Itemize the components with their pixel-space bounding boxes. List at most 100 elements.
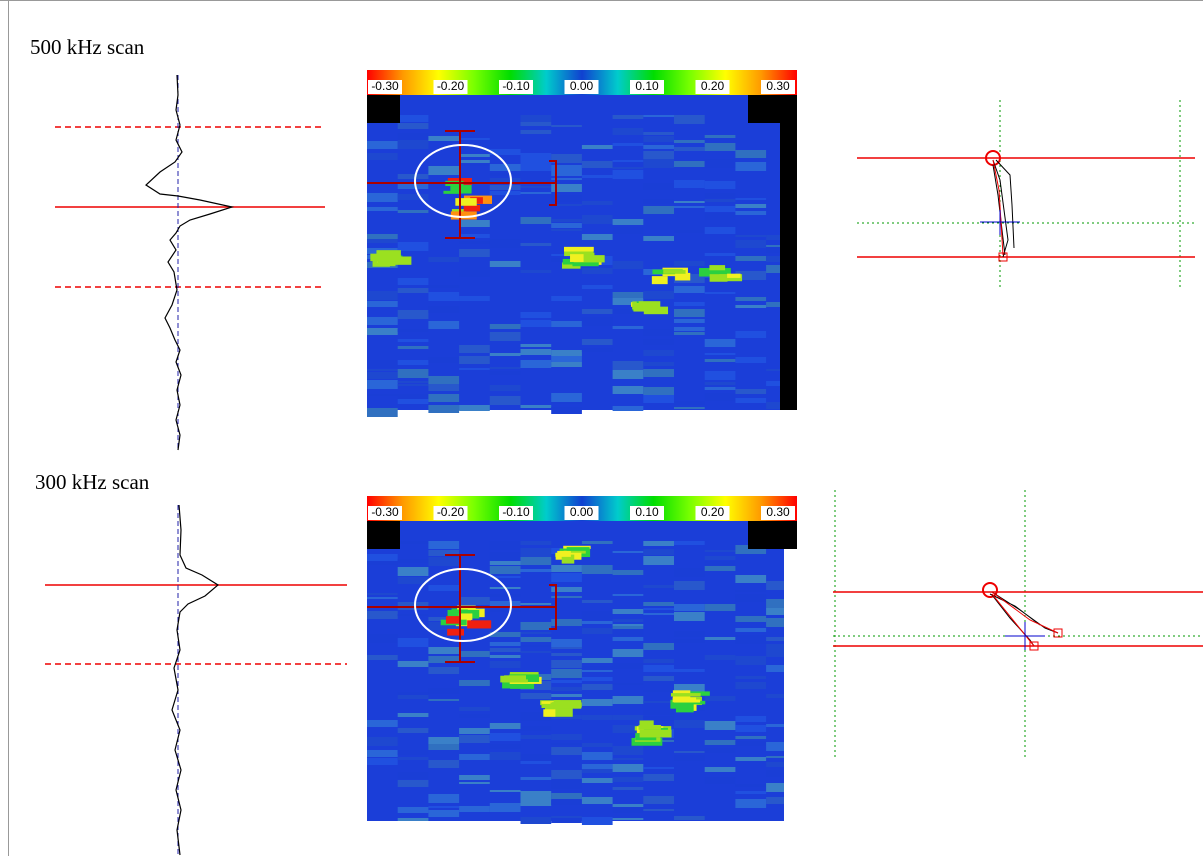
heatmap-cell: [459, 270, 490, 277]
heatmap-cell: [570, 254, 584, 262]
heatmap-cell: [674, 755, 705, 761]
heatmap-cell: [705, 143, 736, 151]
colorbar-label: -0.10: [502, 79, 530, 93]
heatmap-cell: [367, 234, 398, 239]
heatmap-cell: [582, 339, 613, 345]
heatmap-cell: [705, 253, 736, 256]
heatmap-cell: [521, 186, 552, 188]
heatmap-cell: [398, 184, 429, 189]
heatmap-cell: [643, 796, 674, 804]
heatmap-cell: [643, 690, 674, 692]
heatmap-cell: [459, 775, 490, 780]
heatmap-cell: [705, 206, 736, 212]
heatmap-cell: [582, 175, 613, 178]
heatmap-cell: [428, 760, 459, 768]
heatmap-cell: [582, 817, 613, 825]
heatmap-cell: [459, 249, 490, 257]
heatmap-cell: [459, 680, 490, 686]
heatmap-cell: [367, 193, 398, 202]
heatmap-cell: [613, 626, 644, 629]
heatmap-cell: [490, 610, 521, 612]
heatmap-cell: [551, 125, 582, 127]
heatmap-cell: [398, 559, 429, 563]
heatmap-cell: [428, 384, 459, 391]
heatmap-cell: [521, 651, 552, 653]
heatmap-cell: [428, 730, 459, 734]
heatmap-cell: [705, 561, 736, 565]
mask: [748, 521, 797, 549]
heatmap-cell: [490, 655, 521, 658]
heatmap-cell: [367, 372, 398, 379]
heatmap-cell: [521, 777, 552, 780]
heatmap-cell: [543, 709, 555, 716]
heatmap-cell: [490, 396, 521, 405]
heatmap-cell: [705, 213, 736, 220]
heatmap-cell: [613, 170, 644, 179]
heatmap-cell: [674, 261, 705, 266]
heatmap-cell: [490, 552, 521, 561]
heatmap-cell: [428, 405, 459, 413]
heatmap-cell: [459, 345, 490, 353]
heatmap-cell: [398, 661, 429, 667]
heatmap-cell: [674, 327, 705, 331]
heatmap-cell: [582, 658, 613, 663]
heatmap-cell: [613, 370, 644, 379]
heatmap-cell: [582, 600, 613, 603]
heatmap-cell: [521, 130, 552, 134]
heatmap-cell: [582, 677, 613, 681]
heatmap-cell: [705, 556, 736, 560]
heatmap-cell: [643, 613, 674, 615]
heatmap-cell: [582, 621, 613, 624]
heatmap-cell: [613, 758, 644, 760]
heatmap-cell: [613, 696, 644, 704]
heatmap-cell: [398, 728, 429, 733]
heatmap-cell: [674, 286, 705, 293]
heatmap-cell: [428, 810, 459, 817]
heatmap-cell: [398, 133, 429, 140]
heatmap-cell: [582, 743, 613, 747]
heatmap-cell: [398, 384, 429, 386]
heatmap-cell: [521, 637, 552, 642]
heatmap-cell: [674, 201, 705, 203]
heatmap-cell: [735, 398, 766, 403]
heatmap-cell: [551, 818, 582, 823]
mask: [367, 521, 400, 549]
heatmap-cell: [613, 683, 644, 685]
colorbar-label: 0.30: [766, 505, 790, 519]
heatmap-cell: [490, 723, 521, 729]
heatmap-cell: [674, 631, 705, 637]
heatmap-cell: [582, 145, 613, 149]
heatmap-cell: [521, 622, 552, 630]
heatmap-cell: [613, 746, 644, 755]
heatmap-cell: [643, 556, 674, 565]
heatmap-cell: [705, 181, 736, 189]
heatmap-cell: [398, 713, 429, 717]
heatmap-cell: [490, 332, 521, 341]
heatmap-cell: [367, 207, 398, 211]
heatmap-cell: [551, 770, 582, 779]
colorbar-label: 0.00: [570, 505, 594, 519]
heatmap-cell: [582, 628, 613, 634]
heatmap-cell: [398, 329, 429, 332]
heatmap-cell: [582, 541, 613, 544]
heatmap-cell: [398, 381, 429, 383]
heatmap-cell: [735, 682, 766, 689]
heatmap-cell: [459, 356, 490, 364]
heatmap-cell: [613, 715, 644, 720]
heatmap-cell: [705, 359, 736, 362]
heatmap-cell: [652, 276, 668, 284]
heatmap-cell: [428, 257, 459, 262]
heatmap-cell: [521, 557, 552, 565]
heatmap-cell: [398, 174, 429, 179]
heatmap-cell: [674, 720, 705, 728]
heatmap-cell: [613, 570, 644, 575]
heatmap-cell: [398, 567, 429, 576]
heatmap-cell: [551, 747, 582, 755]
heatmap-cell: [551, 407, 582, 414]
heatmap-cell: [639, 725, 661, 730]
heatmap-cell: [705, 371, 736, 380]
heatmap-cell: [500, 676, 518, 683]
heatmap-cell: [398, 780, 429, 787]
heatmap-cell: [490, 561, 521, 565]
heatmap-cell: [643, 665, 674, 672]
